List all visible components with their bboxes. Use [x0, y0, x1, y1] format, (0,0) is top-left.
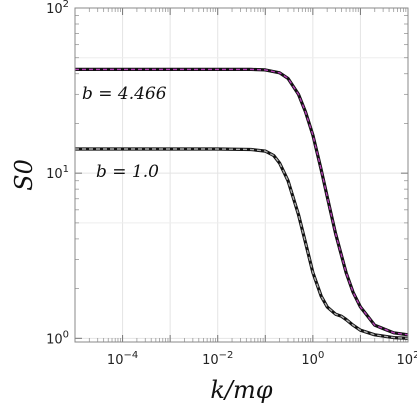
series-dashed-overlay-2	[75, 148, 409, 339]
x-tick-label: 10−4	[107, 350, 138, 368]
plot-frame	[74, 7, 409, 343]
x-axis-title: k/mφ	[210, 376, 272, 404]
curve-label-1: b = 4.466	[82, 84, 167, 104]
series-line-1	[75, 67, 409, 337]
y-axis-title: S0	[10, 159, 38, 191]
series-dashed-overlay-1	[75, 68, 409, 336]
x-tick-label: 102	[397, 350, 417, 368]
series-layer	[75, 67, 409, 340]
y-tick-label: 102	[46, 0, 69, 17]
x-tick-label: 10−2	[202, 350, 233, 368]
curve-label-2: b = 1.0	[96, 162, 159, 182]
y-tick-label: 101	[46, 164, 69, 182]
tick-labels: 10−4 10−2 100 102 100 101 102	[46, 0, 417, 368]
curve-labels: b = 4.466 b = 1.0	[82, 84, 167, 182]
y-tick-label: 100	[46, 329, 69, 347]
x-tick-label: 100	[301, 350, 324, 368]
